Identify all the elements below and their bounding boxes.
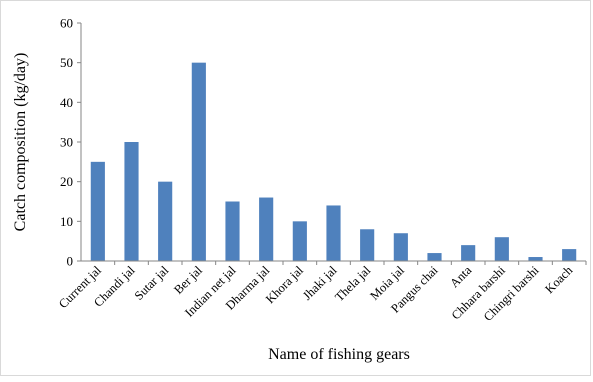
bar [259, 197, 274, 261]
bar [292, 221, 307, 261]
bar [191, 62, 206, 261]
y-axis-ticks: 0 10 20 30 40 50 60 [60, 16, 81, 269]
x-category-label: Khora jal [263, 263, 306, 306]
bar [326, 205, 341, 261]
bar [461, 245, 476, 261]
y-tick-label: 60 [60, 16, 73, 31]
bar [158, 181, 173, 261]
x-axis-title: Name of fishing gears [268, 346, 410, 363]
axes [80, 23, 586, 262]
x-category-label: Anta [447, 263, 474, 290]
bar [393, 233, 408, 261]
y-tick-label: 30 [60, 135, 73, 150]
y-tick-label: 20 [60, 174, 73, 189]
bar [427, 253, 442, 261]
bar [562, 249, 577, 261]
bar [528, 257, 543, 261]
bar [225, 201, 240, 261]
y-tick-label: 40 [60, 95, 73, 110]
bar [494, 237, 509, 261]
x-category-label: Thela jal [332, 263, 373, 304]
x-category-label: Sutar jal [132, 263, 172, 303]
x-category-label: Koach [542, 263, 575, 296]
bar [360, 229, 375, 261]
y-tick-label: 10 [60, 214, 73, 229]
bars [90, 62, 587, 265]
y-axis-title: Catch composition (kg/day) [12, 53, 29, 232]
y-tick-label: 0 [67, 254, 74, 269]
bar [124, 142, 139, 261]
bar [90, 161, 105, 261]
y-tick-label: 50 [60, 55, 73, 70]
